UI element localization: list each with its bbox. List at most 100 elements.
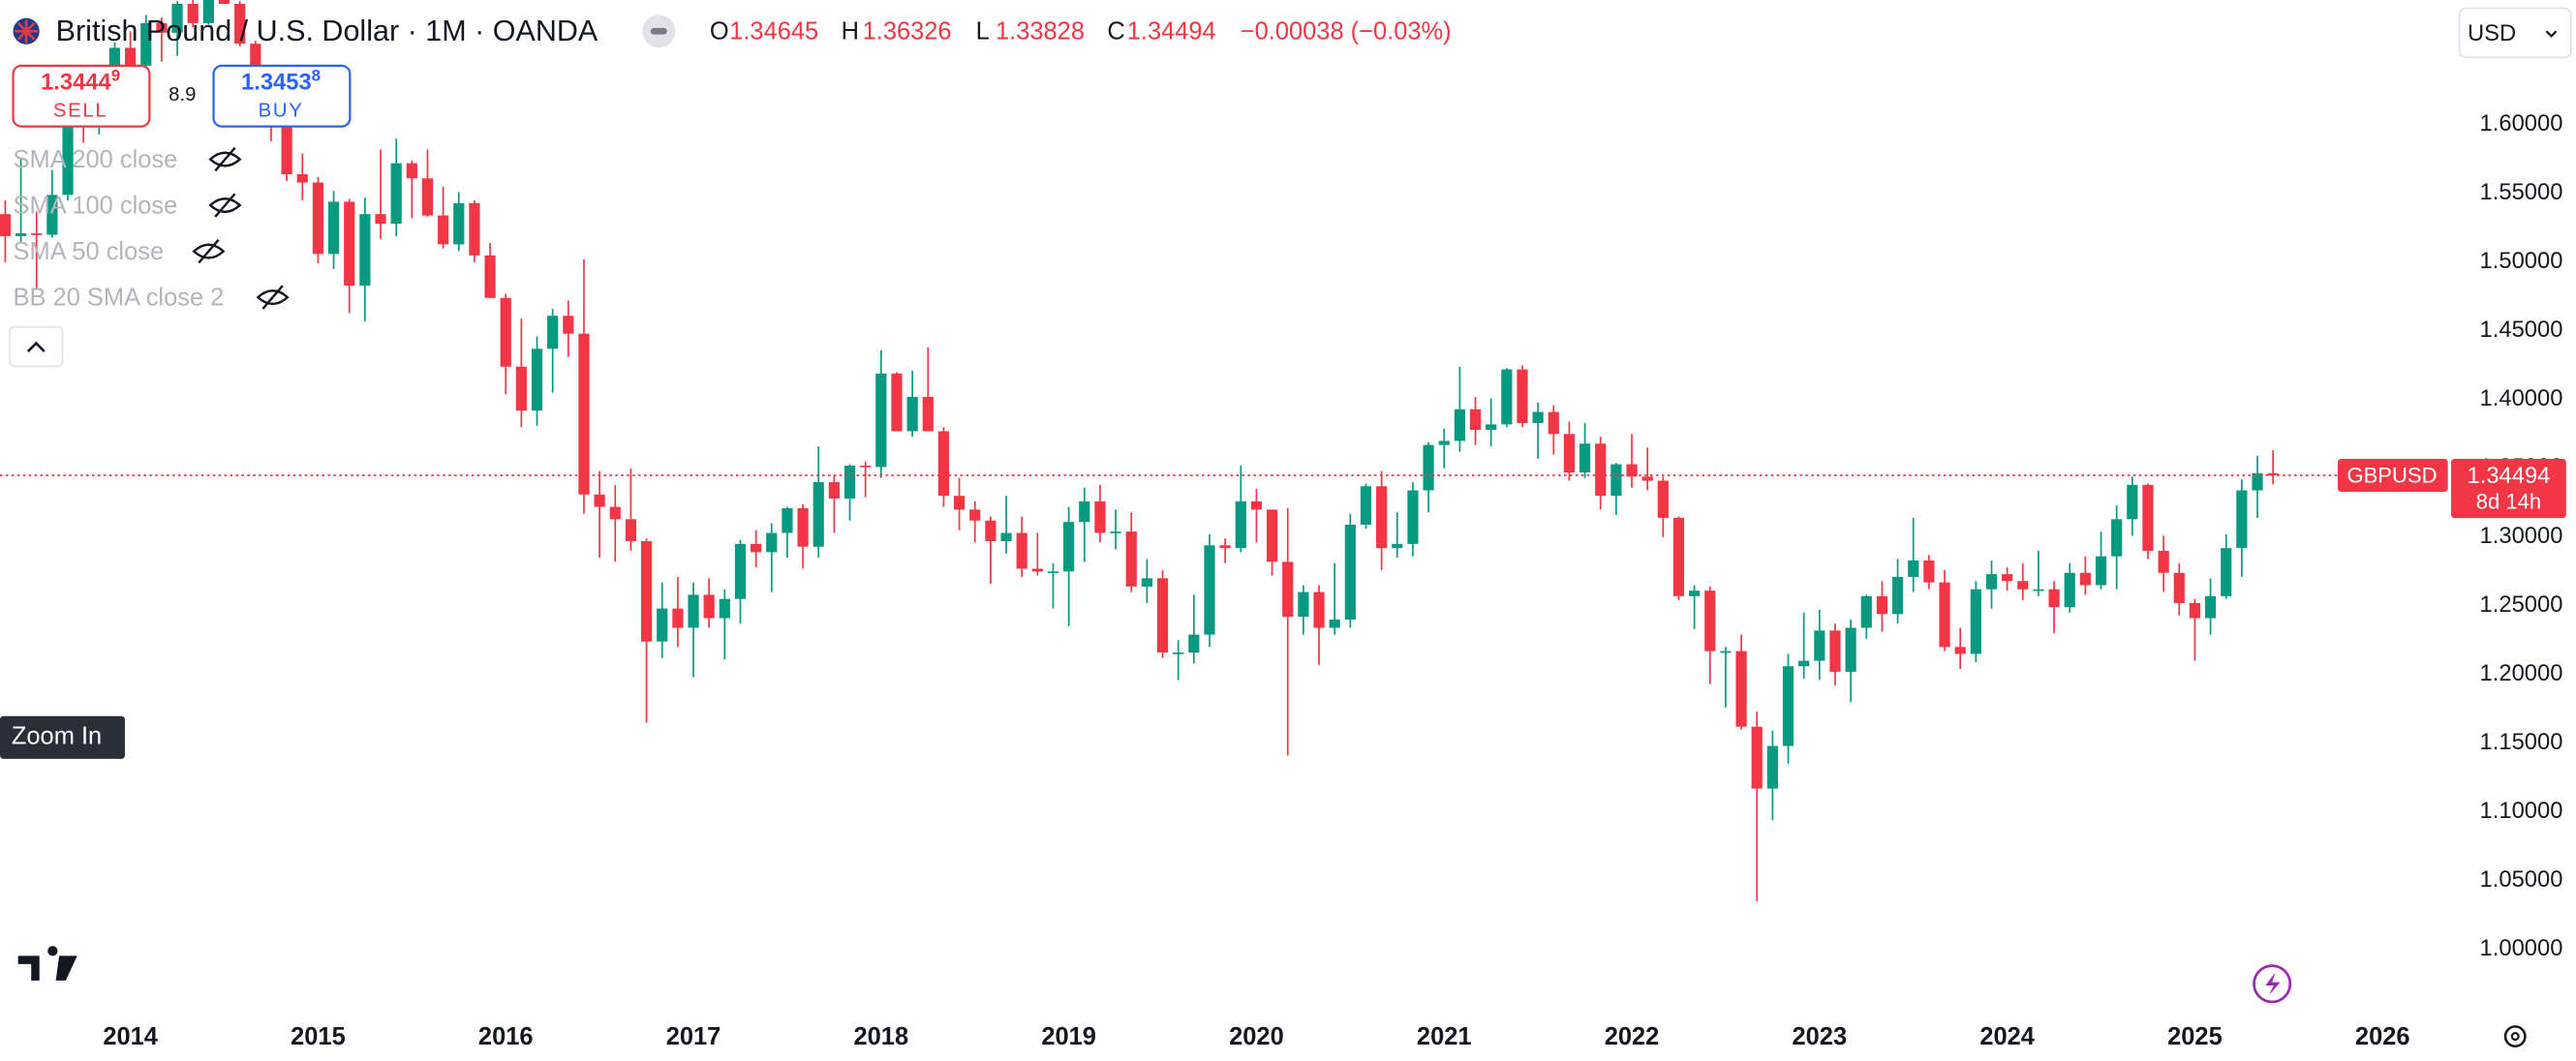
candle-body [1219, 545, 1231, 549]
candle-body [1735, 651, 1747, 727]
buy-button[interactable] [212, 64, 352, 128]
eye-off-icon[interactable] [256, 285, 290, 310]
x-tick-label: 2023 [1793, 1023, 1848, 1050]
candle-body [1438, 440, 1450, 445]
candle-body [1486, 424, 1497, 431]
indicator-label[interactable]: SMA 100 close [14, 192, 178, 219]
candle-body [453, 202, 465, 245]
x-tick-label: 2016 [478, 1023, 534, 1050]
y-tick-label: 1.15000 [2480, 729, 2563, 755]
candle-body [500, 297, 511, 367]
candle-body [1814, 630, 1825, 661]
candle-body [1845, 627, 1856, 672]
candle-body [2221, 548, 2232, 596]
candle-body [657, 608, 668, 642]
hide-icons [192, 146, 290, 310]
candle-body [860, 465, 872, 468]
candle-body [766, 532, 778, 553]
settings-icon[interactable] [2503, 1025, 2527, 1048]
candle-body [1704, 591, 1716, 652]
candle-body [1595, 443, 1607, 497]
candle-body [1689, 591, 1701, 596]
candle-body [1063, 522, 1075, 572]
candle-body [1579, 443, 1591, 473]
candle-body [906, 396, 918, 432]
eye-off-icon[interactable] [192, 238, 226, 264]
tv-logo[interactable] [17, 946, 77, 981]
candle-body [1407, 490, 1419, 544]
candle-body [108, 47, 121, 76]
candle-body [1876, 595, 1888, 615]
candle-body [563, 316, 574, 334]
candle-body [2158, 550, 2169, 573]
legend-toggle-icon [26, 341, 46, 352]
candle-body [62, 98, 74, 196]
candle-body [1970, 589, 1981, 654]
candle-body [1641, 476, 1653, 481]
candle-body [813, 482, 824, 547]
candle-body [828, 482, 840, 500]
candle-body [734, 543, 747, 599]
candle-body [484, 255, 496, 298]
collapse-icon [650, 27, 667, 35]
candle-body [2142, 484, 2154, 551]
candle-body [985, 520, 997, 542]
indicator-label[interactable]: SMA 50 close [14, 238, 165, 265]
buy-price-main: 1.3453 [241, 70, 312, 96]
candle-body [469, 202, 480, 256]
y-tick-label: 1.45000 [2480, 317, 2563, 343]
indicator-label[interactable]: BB 20 SMA close 2 [14, 284, 225, 311]
candle-body [187, 3, 199, 23]
candle-body [594, 494, 605, 507]
candle-body [1266, 509, 1278, 562]
candle-body [1094, 500, 1106, 533]
candle-body [703, 594, 715, 619]
candle-body [218, 0, 230, 4]
price-tag-label: 1.34494 [2468, 463, 2551, 489]
candle-body [1908, 560, 1919, 577]
zoom-tooltip [0, 715, 125, 759]
candle-body [1282, 561, 1294, 618]
candle-body [344, 201, 355, 286]
currency-caret [2545, 30, 2558, 38]
candle-body [31, 233, 43, 235]
candle-body [421, 178, 434, 216]
y-tick-label: 1.05000 [2480, 866, 2563, 893]
candle-body [312, 182, 324, 255]
candle-body [406, 163, 417, 179]
candle-body [1204, 545, 1215, 635]
candle-body [1173, 652, 1184, 654]
candle-body [2173, 572, 2185, 603]
candle-body [1720, 651, 1732, 653]
ohlc-letter: C [1107, 18, 1124, 45]
candle-body [327, 201, 340, 255]
spread: 8.9 [169, 84, 196, 106]
buy-label: BUY [259, 101, 304, 122]
symbol-title[interactable]: British Pound / U.S. Dollar · 1M · OANDA [56, 15, 598, 47]
y-tick-label: 1.20000 [2480, 660, 2563, 686]
indicator-label[interactable]: SMA 200 close [14, 146, 178, 173]
x-tick-label: 2018 [854, 1023, 909, 1050]
sell-price-pip: 9 [111, 67, 120, 85]
candle-body [140, 22, 152, 66]
candle-body [1829, 630, 1841, 672]
sell-price-main: 1.3444 [41, 70, 111, 96]
candle-body [782, 507, 793, 533]
x-tick-label: 2021 [1417, 1023, 1472, 1050]
candle-body [2127, 484, 2138, 520]
sell-button[interactable] [12, 64, 151, 128]
eye-off-icon[interactable] [208, 146, 242, 172]
currency-button[interactable] [2458, 7, 2572, 59]
candle-body [1360, 486, 1372, 526]
candle-body [2267, 472, 2279, 475]
ohlc-letter: O [710, 18, 729, 45]
candle-body [751, 543, 762, 553]
eye-off-icon[interactable] [208, 193, 242, 218]
candle-body [2204, 595, 2217, 619]
y-tick-label: 1.10000 [2480, 798, 2563, 824]
candle-body [672, 608, 684, 628]
candle-body [2064, 572, 2075, 608]
candle-body [1672, 517, 1685, 596]
ohlc-value: 1.34494 [1127, 18, 1216, 45]
legend-toggle[interactable] [9, 325, 64, 368]
